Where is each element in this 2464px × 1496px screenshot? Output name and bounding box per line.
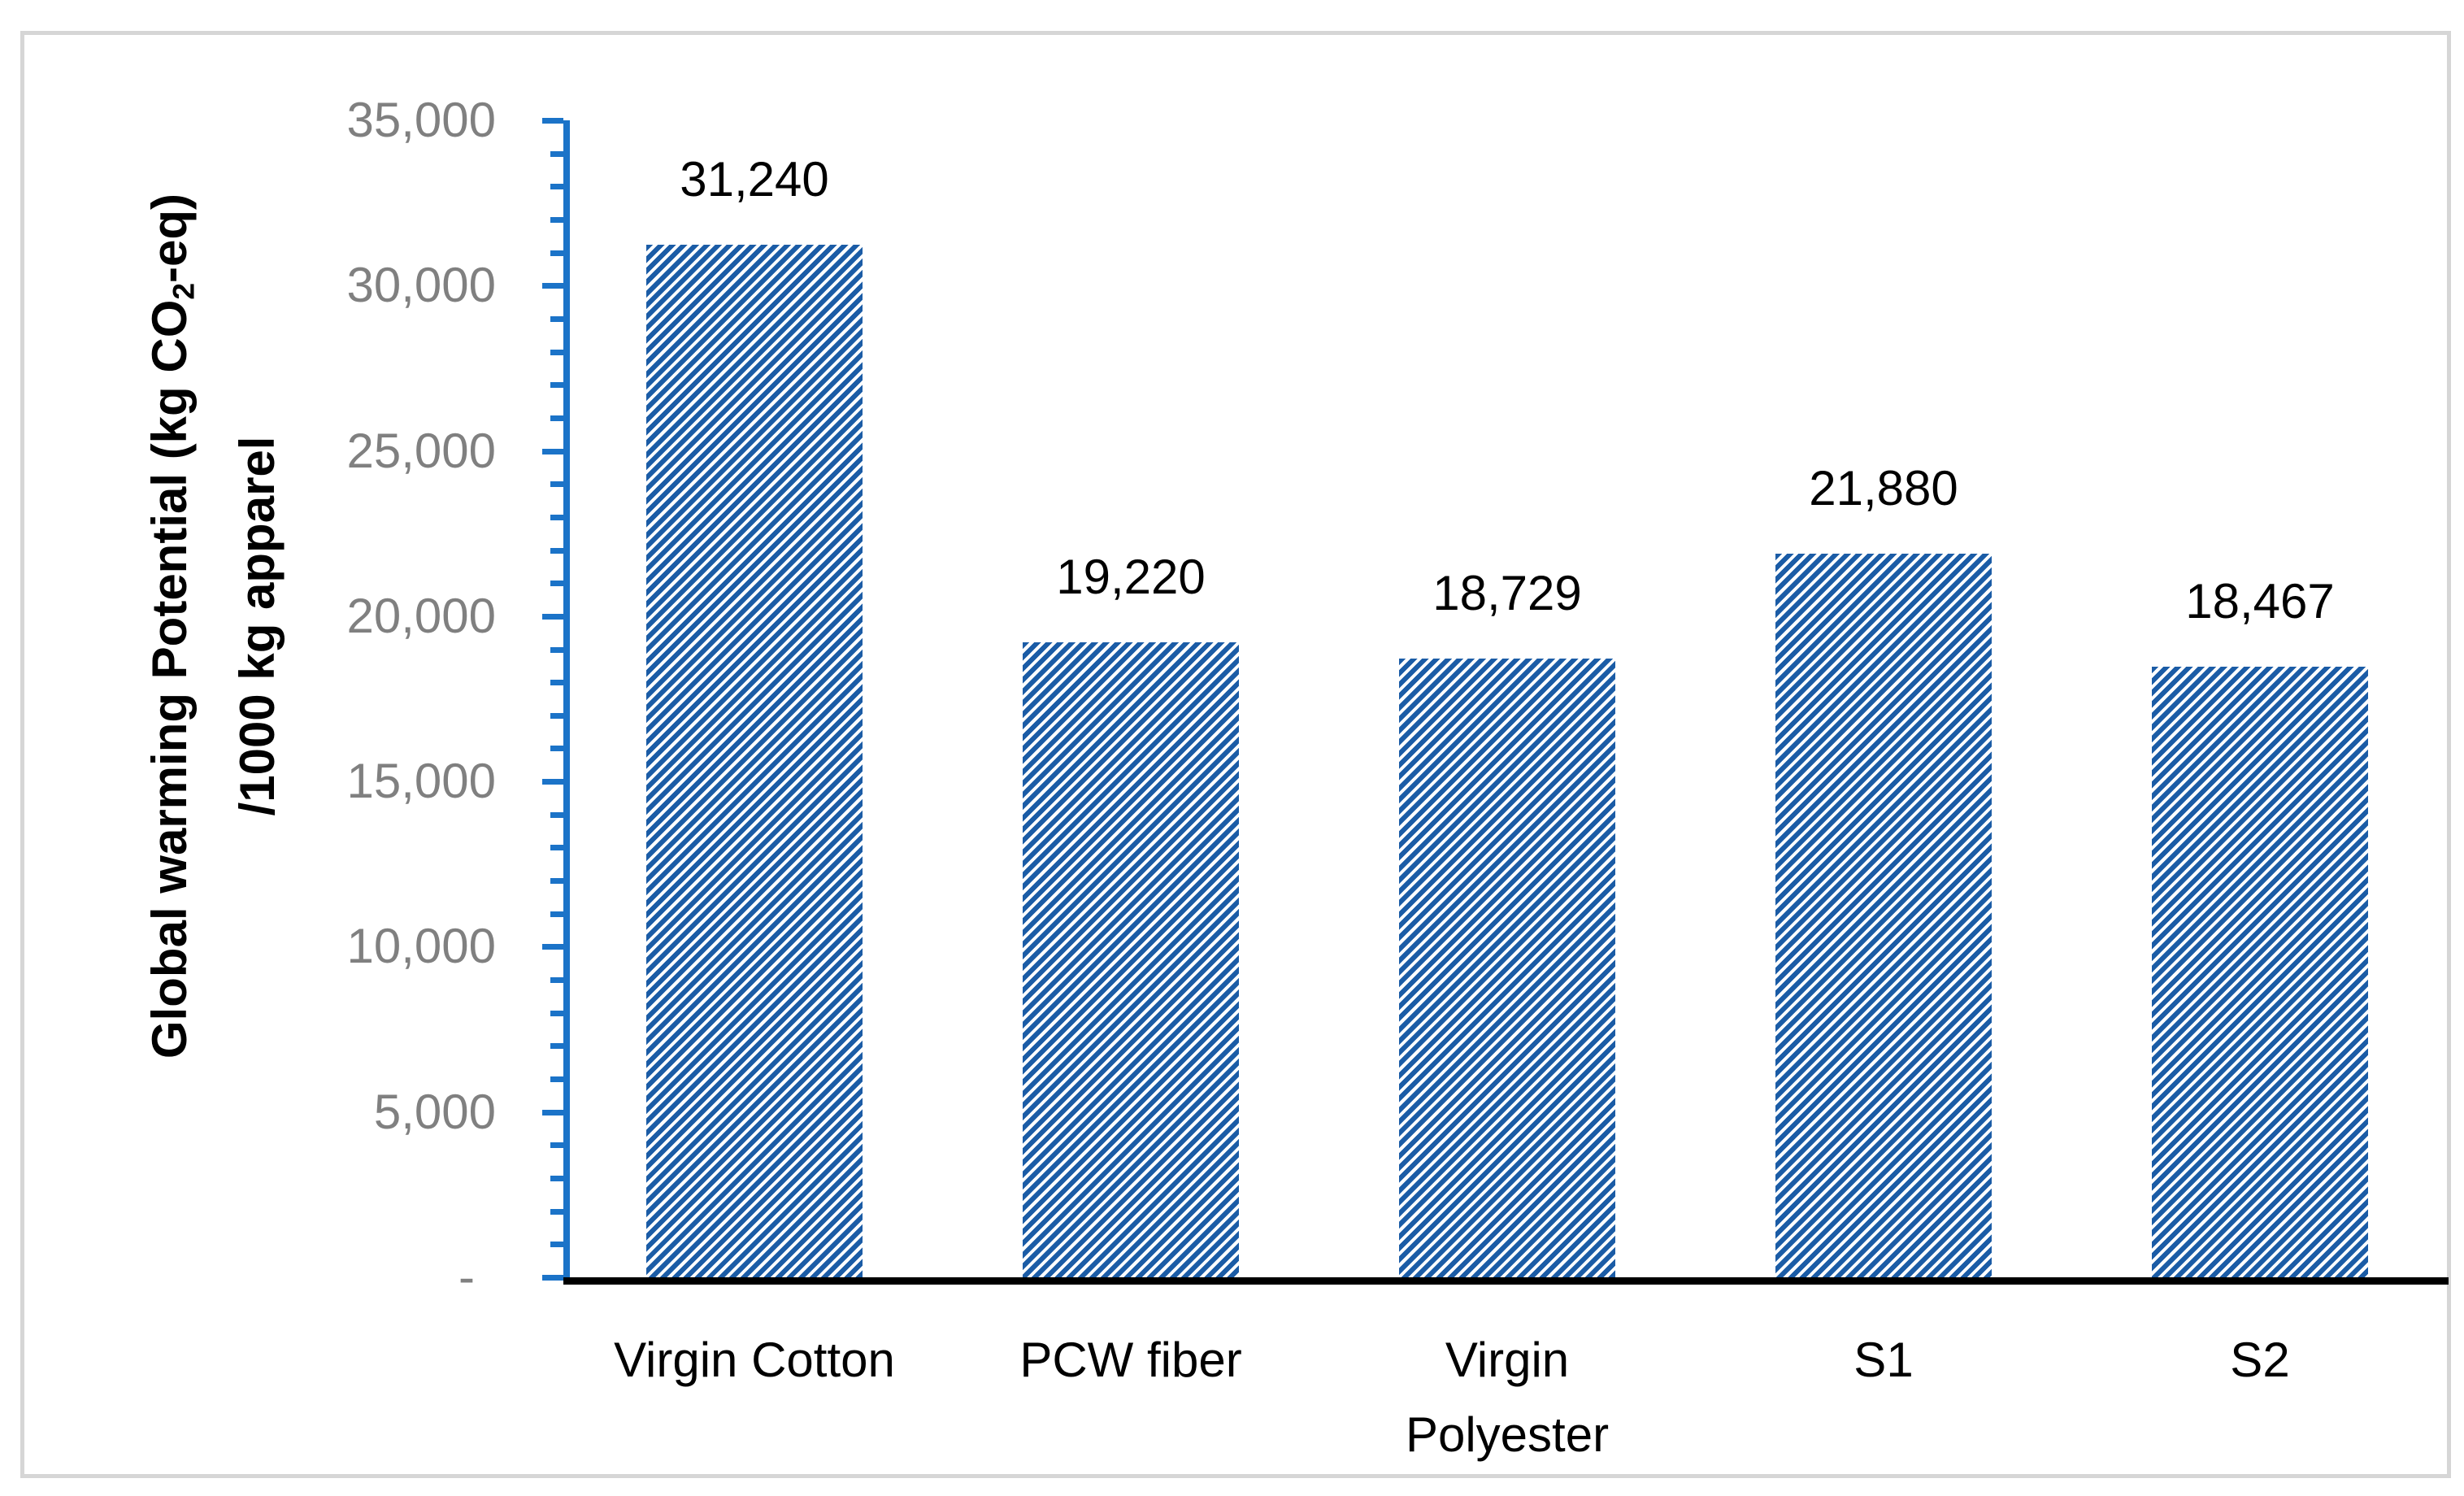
y-axis-tick-label: 35,000 [346,93,496,147]
y-axis-minor-tick [550,811,563,818]
category-label: Virgin Cotton [614,1333,895,1387]
chart-border [20,31,2451,1478]
y-axis-major-tick [542,448,563,454]
y-axis-tick-label: 30,000 [346,258,496,313]
y-axis-minor-tick [550,1043,563,1050]
y-axis-tick-label: 5,000 [373,1084,496,1139]
y-axis-title: Global warming Potential (kg CO2-eq) /10… [133,138,287,1114]
category-label: Virgin [1445,1333,1570,1387]
y-axis-major-tick [542,944,563,950]
x-axis-line [563,1277,2449,1285]
category-label: S2 [2230,1333,2290,1387]
y-axis-minor-tick [550,216,563,223]
y-axis-minor-tick [550,250,563,256]
y-axis-major-tick [542,613,563,620]
y-axis-title-line1: Global warming Potential (kg CO2-eq) [133,138,220,1114]
y-axis-minor-tick [550,581,563,587]
category-label: Polyester [1405,1407,1610,1462]
y-axis-major-tick [542,1275,563,1281]
y-axis-major-tick [542,1109,563,1115]
y-axis-minor-tick [550,845,563,851]
bar-value-label: 31,240 [680,151,829,207]
y-axis-minor-tick [550,481,563,488]
y-axis-minor-tick [550,547,563,554]
category-label: PCW fiber [1019,1333,1242,1387]
y-axis-minor-tick [550,184,563,190]
y-axis-tick-label: 20,000 [346,588,496,643]
y-axis-minor-tick [550,415,563,421]
y-axis-title-line2: /1000 kg apparel [230,436,285,816]
bar-value-label: 18,729 [1432,565,1582,620]
bar-value-label: 18,467 [2185,574,2335,629]
category-label: S1 [1853,1333,1914,1387]
y-axis-minor-tick [550,680,563,686]
bar [1775,554,1992,1277]
y-axis-minor-tick [550,1176,563,1182]
bar [1023,641,1239,1277]
y-axis-tick-label: 15,000 [346,754,496,809]
bar [646,244,863,1277]
y-axis-title-line1-pre: Global warming Potential (kg CO [142,299,197,1059]
y-axis-minor-tick [550,746,563,752]
y-axis-line [563,120,570,1284]
y-axis-minor-tick [550,911,563,917]
y-axis-tick-label: - [458,1250,475,1304]
y-axis-tick-label: 25,000 [346,423,496,478]
y-axis-minor-tick [550,1208,563,1215]
co2-subscript: 2 [166,282,201,300]
y-axis-minor-tick [550,382,563,389]
bar-value-label: 19,220 [1056,549,1206,604]
y-axis-minor-tick [550,646,563,653]
bar [1399,658,1615,1277]
y-axis-minor-tick [550,1076,563,1083]
y-axis-minor-tick [550,1010,563,1016]
y-axis-title-line1-post: -eq) [142,193,197,283]
y-axis-major-tick [542,283,563,289]
y-axis-major-tick [542,779,563,785]
bar-value-label: 21,880 [1809,461,1958,516]
y-axis-minor-tick [550,977,563,984]
y-axis-minor-tick [550,878,563,885]
bar [2152,667,2368,1277]
y-axis-minor-tick [550,1142,563,1149]
y-axis-major-tick [542,118,563,124]
y-axis-minor-tick [550,514,563,520]
y-axis-minor-tick [550,1242,563,1248]
y-axis-minor-tick [550,150,563,157]
y-axis-minor-tick [550,349,563,355]
y-axis-minor-tick [550,712,563,719]
y-axis-minor-tick [550,315,563,322]
y-axis-tick-label: 10,000 [346,919,496,974]
